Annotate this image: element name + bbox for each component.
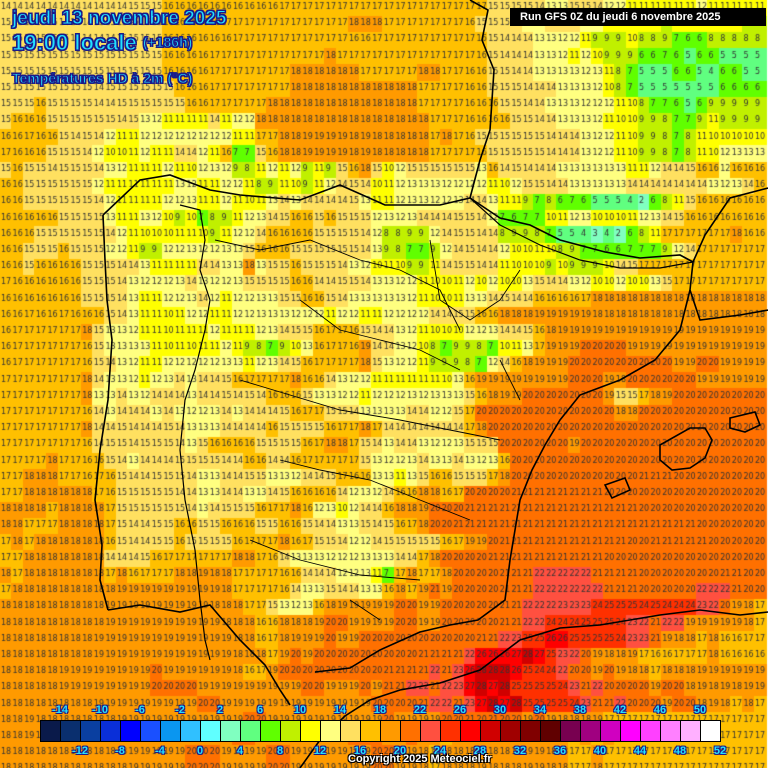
legend-label-top: -2 [175,704,185,716]
legend-swatch [341,721,361,741]
legend-label-top: 2 [216,704,224,716]
legend-swatch [321,721,341,741]
legend-swatch [61,721,81,741]
legend-swatch [261,721,281,741]
legend-swatch [441,721,461,741]
legend-swatch [461,721,481,741]
legend-swatch [301,721,321,741]
legend-label-top: 22 [413,704,427,716]
legend-swatch [201,721,221,741]
legend-swatch [401,721,421,741]
legend-label-bottom: 20 [393,745,407,757]
legend-label-bottom: -8 [115,745,125,757]
legend-label-bottom: 8 [276,745,284,757]
legend-swatch [41,721,61,741]
legend-swatch [101,721,121,741]
legend-swatch [381,721,401,741]
legend-label-top: 6 [256,704,264,716]
legend-swatch [581,721,601,741]
legend-label-bottom: 32 [513,745,527,757]
legend-label-bottom: 36 [553,745,567,757]
legend-swatch [421,721,441,741]
legend-label-bottom: 52 [713,745,727,757]
legend-swatch [281,721,301,741]
legend-swatch [501,721,521,741]
legend-label-bottom: 48 [673,745,687,757]
legend-label-top: -10 [92,704,108,716]
legend-swatch [481,721,501,741]
legend-swatch [681,721,701,741]
legend-label-top: 34 [533,704,547,716]
legend-label-bottom: 0 [196,745,204,757]
legend-label-bottom: 4 [236,745,244,757]
legend-swatch [141,721,161,741]
legend-label-top: 18 [373,704,387,716]
legend-label-top: -14 [52,704,68,716]
legend-label-bottom: 28 [473,745,487,757]
forecast-lead: (+186h) [142,34,193,51]
legend-swatch [161,721,181,741]
legend-label-top: -6 [135,704,145,716]
legend-swatch [81,721,101,741]
legend-swatch [521,721,541,741]
forecast-hour: 19:00 locale [12,30,138,56]
legend-label-top: 38 [573,704,587,716]
model-run-label: Run GFS 0Z du jeudi 6 novembre 2025 [510,8,766,26]
legend-label-top: 50 [693,704,707,716]
legend-swatch [241,721,261,741]
variable-label: Températures HD à 2m (°C) [11,70,193,87]
legend-swatch [641,721,661,741]
forecast-time: 19:00 locale (+186h) [12,30,193,56]
legend-swatch [541,721,561,741]
legend-label-bottom: 40 [593,745,607,757]
legend-label-top: 14 [333,704,347,716]
forecast-date: jeudi 13 novembre 2025 [11,8,227,30]
legend-swatch [621,721,641,741]
legend-swatch [361,721,381,741]
legend-swatch [121,721,141,741]
legend-swatch [701,721,720,741]
legend-swatch [661,721,681,741]
color-legend [40,720,721,742]
legend-swatch [181,721,201,741]
legend-label-top: 10 [293,704,307,716]
legend-label-top: 42 [613,704,627,716]
legend-label-bottom: 44 [633,745,647,757]
legend-label-bottom: -12 [72,745,88,757]
legend-label-bottom: 24 [433,745,447,757]
legend-swatch [221,721,241,741]
legend-swatch [601,721,621,741]
legend-label-top: 30 [493,704,507,716]
legend-label-top: 26 [453,704,467,716]
copyright: Copyright 2025 Meteociel.fr [348,753,492,765]
legend-label-top: 46 [653,704,667,716]
legend-swatch [561,721,581,741]
legend-label-bottom: 16 [353,745,367,757]
legend-label-bottom: 12 [313,745,327,757]
legend-label-bottom: -4 [155,745,165,757]
